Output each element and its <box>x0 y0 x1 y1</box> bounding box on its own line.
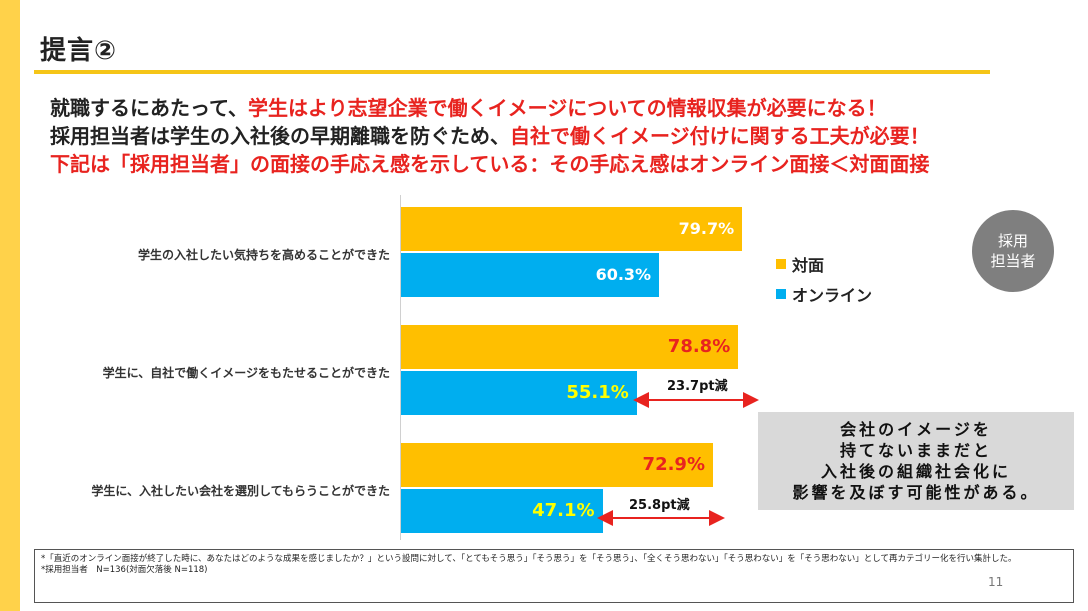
callout-line-4: 影響を及ぼす可能性がある。 <box>792 483 1040 502</box>
category-label: 学生に、自社で働くイメージをもたせることができた <box>102 366 390 380</box>
headline-line-2-red: 自社で働くイメージ付けに関する工夫が必要！ <box>510 124 930 148</box>
respondent-badge: 採用 担当者 <box>972 210 1054 292</box>
legend-swatch-in-person <box>776 259 786 269</box>
difference-label-2: 25.8pt減 <box>629 498 690 513</box>
legend-label-in-person: 対面 <box>792 256 825 275</box>
slide-title: 提言② <box>40 36 118 66</box>
left-accent-bar <box>0 0 20 611</box>
chart-axis-line <box>400 195 401 540</box>
legend-item-online: オンライン <box>776 282 872 306</box>
headline-line-3: 下記は「採用担当者」の面接の手応え感を示している：その手応え感はオンライン面接＜… <box>50 150 1080 178</box>
callout-line-3: 入社後の組織社会化に <box>820 462 1011 481</box>
callout-line-1: 会社のイメージを <box>840 420 992 439</box>
headline-line-1: 就職するにあたって、学生はより志望企業で働くイメージについての情報収集が必要にな… <box>50 94 1080 122</box>
difference-label-1: 23.7pt減 <box>667 379 728 394</box>
headline: 就職するにあたって、学生はより志望企業で働くイメージについての情報収集が必要にな… <box>50 94 1080 178</box>
bar-online: 60.3% <box>401 253 660 297</box>
headline-line-2-dark: 採用担当者は学生の入社後の早期離職を防ぐため、 <box>50 124 510 148</box>
legend-swatch-online <box>776 289 786 299</box>
data-label: 78.8% <box>667 336 731 357</box>
headline-line-1-dark: 就職するにあたって、 <box>50 96 248 120</box>
legend-item-in-person: 対面 <box>776 252 824 276</box>
footnote-line-2: *採用担当者 N=136(対面欠落後 N=118) <box>41 565 208 575</box>
category-label: 学生に、入社したい会社を選別してもらうことができた <box>91 484 390 498</box>
data-label: 55.1% <box>566 382 629 403</box>
data-label: 79.7% <box>678 219 735 238</box>
headline-line-2: 採用担当者は学生の入社後の早期離職を防ぐため、自社で働くイメージ付けに関する工夫… <box>50 122 1080 150</box>
bar-in-person: 79.7% <box>401 207 743 251</box>
callout-line-2: 持てないままだと <box>839 441 992 460</box>
page-number: 11 <box>988 575 1004 589</box>
footnote-box: *「直近のオンライン面接が終了した時に、あなたはどのような成果を感じましたか？」… <box>34 549 1074 603</box>
callout-box: 会社のイメージを 持てないままだと 入社後の組織社会化に 影響を及ぼす可能性があ… <box>758 412 1074 510</box>
bar-in-person: 78.8% <box>401 325 739 369</box>
footnote-line-1: *「直近のオンライン面接が終了した時に、あなたはどのような成果を感じましたか？」… <box>41 554 1017 564</box>
legend-label-online: オンライン <box>792 286 873 305</box>
headline-line-1-red: 学生はより志望企業で働くイメージについての情報収集が必要になる！ <box>248 96 887 120</box>
bar-in-person: 72.9% <box>401 443 713 487</box>
title-underline <box>34 70 990 74</box>
bar-online: 55.1% <box>401 371 637 415</box>
badge-line-1: 採用 <box>997 232 1028 250</box>
data-label: 72.9% <box>642 454 705 475</box>
badge-line-2: 担当者 <box>990 252 1036 270</box>
data-label: 47.1% <box>532 500 595 521</box>
headline-line-3-red: 下記は「採用担当者」の面接の手応え感を示している：その手応え感はオンライン面接＜… <box>50 152 930 176</box>
category-label: 学生の入社したい気持ちを高めることができた <box>137 248 390 262</box>
data-label: 60.3% <box>595 265 652 284</box>
bar-online: 47.1% <box>401 489 603 533</box>
